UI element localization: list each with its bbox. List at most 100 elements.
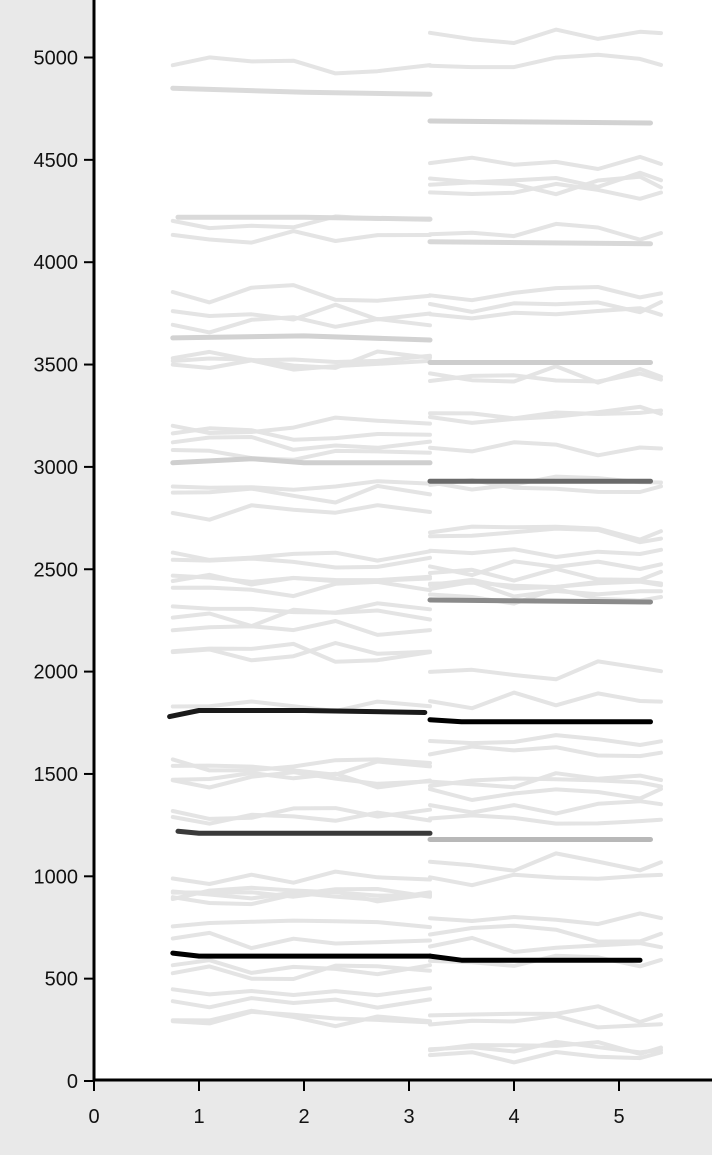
background-trace [170,771,432,790]
background-trace [170,1008,432,1029]
background-trace [170,757,432,773]
y-tick-label: 4500 [34,150,79,172]
background-trace [428,408,663,421]
background-trace [428,181,663,201]
background-trace [170,349,432,364]
y-tick-label: 3000 [34,457,79,479]
background-trace [428,771,663,790]
background-trace [428,923,663,944]
series-line-left [170,456,433,466]
y-tick-label: 4000 [34,252,79,274]
background-trace [170,426,432,442]
x-tick-label: 3 [403,1106,414,1128]
background-trace [428,1039,663,1055]
background-trace [428,1050,663,1065]
series-line-left [175,214,433,222]
background-trace [428,851,663,873]
background-trace [428,659,663,682]
y-tick-label: 2000 [34,662,79,684]
background-trace [428,306,663,321]
x-tick-label: 1 [193,1106,204,1128]
series-line-right [427,953,643,963]
background-trace [170,55,432,76]
background-trace [428,27,663,45]
background-trace [170,889,432,904]
x-tick-label: 4 [508,1106,519,1128]
background-trace [428,872,663,888]
background-trace [170,483,432,505]
series-line-right [427,239,653,247]
background-trace [170,349,432,370]
background-trace [170,435,432,452]
series-line-left [175,828,433,836]
y-tick-label: 3500 [34,355,79,377]
series-line-left [170,85,433,97]
background-trace [428,776,663,789]
background-trace [428,154,663,171]
background-trace [428,1004,663,1024]
background-trace [428,52,663,70]
background-trace [428,300,663,315]
y-tick-label: 1500 [34,764,79,786]
background-trace [170,759,432,777]
series-line-left [167,708,428,720]
background-trace [170,315,432,335]
background-trace [428,911,663,927]
background-trace [428,690,663,711]
background-trace [170,641,432,663]
background-trace [428,221,663,242]
background-trace [428,744,663,759]
background-trace [170,229,432,245]
background-trace [170,918,432,930]
x-tick-label: 2 [298,1106,309,1128]
y-tick-label: 1000 [34,866,79,888]
background-trace [428,440,663,458]
x-tick-label: 5 [613,1106,624,1128]
axis-ticks: 0 500 1000 1500 2000 2500 3000 3500 4000 4500 5000… [34,48,625,1129]
background-trace [428,364,663,385]
background-trace [428,285,663,303]
background-trace [170,283,432,305]
background-trace [428,524,663,542]
background-trace [428,813,663,826]
background-trace [170,699,432,714]
background-trace [170,479,432,492]
background-trace [170,1009,432,1026]
background-trace [170,358,432,372]
series-line-left [170,950,433,959]
y-tick-label: 5000 [34,48,79,70]
background-trace [170,503,432,522]
y-tick-label: 500 [45,969,78,991]
series-layer [167,85,653,963]
background-trace [428,170,663,189]
background-trace [170,573,432,584]
background-trace [170,555,432,570]
background-trace [428,786,663,802]
background-trace [428,404,663,425]
background-trace [170,887,432,907]
background-trace [170,415,432,435]
x-tick-label: 0 [88,1106,99,1128]
background-trace [170,810,432,826]
series-line-right [427,118,653,126]
y-tick-label: 0 [67,1071,78,1093]
background-trace [170,996,432,1010]
series-line-right [427,597,653,605]
background-trace [170,963,432,981]
background-trace [428,799,663,816]
background-trace [428,547,663,559]
background-trace [428,371,663,384]
background-trace [170,607,432,629]
background-trace [170,601,432,615]
background-trace [170,930,432,951]
background-trace [170,958,432,977]
background-trace [170,869,432,886]
background-trace [428,733,663,747]
series-line-right [427,717,653,725]
series-line-left [170,333,433,343]
background-trace [170,619,432,637]
background-trace [170,806,432,821]
background-trace [428,566,663,583]
